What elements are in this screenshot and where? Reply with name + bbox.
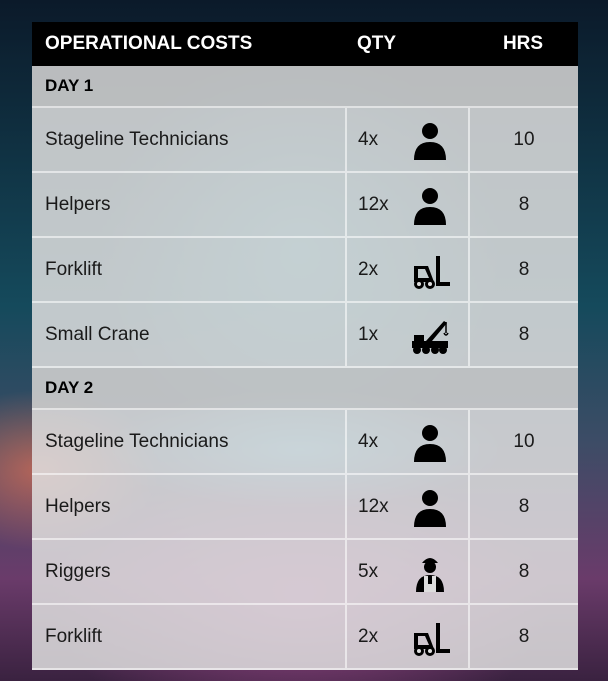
- row: Helpers 12x 8: [32, 475, 578, 540]
- qty-cell: 1x: [345, 303, 468, 368]
- row: Forklift 2x 8: [32, 238, 578, 303]
- item: Helpers: [32, 475, 345, 540]
- item: Forklift: [32, 238, 345, 303]
- crane-icon: [410, 317, 450, 355]
- qty-cell: 2x: [345, 605, 468, 670]
- row: Forklift 2x 8: [32, 605, 578, 670]
- section-title: DAY 2: [32, 368, 578, 410]
- hrs: 10: [468, 410, 578, 475]
- item: Helpers: [32, 173, 345, 238]
- header-row: OPERATIONAL COSTS QTY HRS: [32, 22, 578, 66]
- rigger-icon: [410, 554, 450, 592]
- person-icon: [410, 187, 450, 225]
- qty-cell: 5x: [345, 540, 468, 605]
- page: OPERATIONAL COSTS QTY HRS DAY 1 Stagelin…: [0, 0, 608, 681]
- row: Stageline Technicians 4x 10: [32, 410, 578, 475]
- hrs: 8: [468, 605, 578, 670]
- hrs: 8: [468, 238, 578, 303]
- qty: 12x: [358, 194, 389, 216]
- item: Stageline Technicians: [32, 108, 345, 173]
- qty-cell: 2x: [345, 238, 468, 303]
- qty: 4x: [358, 431, 378, 453]
- cost-table: OPERATIONAL COSTS QTY HRS DAY 1 Stagelin…: [32, 22, 578, 670]
- item: Riggers: [32, 540, 345, 605]
- header-cell: OPERATIONAL COSTS: [32, 22, 345, 66]
- person-icon: [410, 424, 450, 462]
- qty: 5x: [358, 561, 378, 583]
- item: Forklift: [32, 605, 345, 670]
- qty-cell: 4x: [345, 410, 468, 475]
- section-title: DAY 1: [32, 66, 578, 108]
- item: Stageline Technicians: [32, 410, 345, 475]
- qty-cell: 12x: [345, 173, 468, 238]
- qty: 2x: [358, 626, 378, 648]
- qty: 12x: [358, 496, 389, 518]
- header-cell: QTY: [345, 22, 468, 66]
- item: Small Crane: [32, 303, 345, 368]
- qty-cell: 12x: [345, 475, 468, 540]
- row: Small Crane 1x 8: [32, 303, 578, 368]
- row: Riggers 5x 8: [32, 540, 578, 605]
- header-cell: HRS: [468, 22, 578, 66]
- qty-cell: 4x: [345, 108, 468, 173]
- qty: 4x: [358, 129, 378, 151]
- hrs: 8: [468, 475, 578, 540]
- hrs: 8: [468, 303, 578, 368]
- person-icon: [410, 122, 450, 160]
- forklift-icon: [410, 619, 450, 657]
- qty: 2x: [358, 259, 378, 281]
- hrs: 8: [468, 540, 578, 605]
- hrs: 8: [468, 173, 578, 238]
- forklift-icon: [410, 252, 450, 290]
- qty: 1x: [358, 324, 378, 346]
- person-icon: [410, 489, 450, 527]
- hrs: 10: [468, 108, 578, 173]
- row: Stageline Technicians 4x 10: [32, 108, 578, 173]
- row: Helpers 12x 8: [32, 173, 578, 238]
